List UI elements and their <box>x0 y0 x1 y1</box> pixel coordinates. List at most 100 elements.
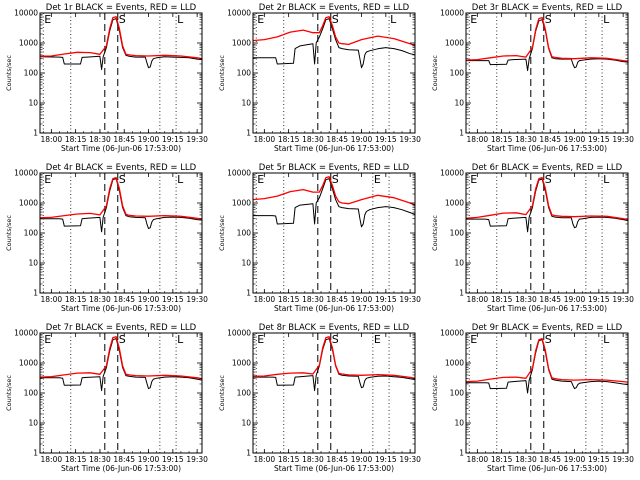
y-tick-label: 10 <box>454 419 464 428</box>
x-tick-label: 19:30 <box>186 295 208 304</box>
x-tick-label: 19:15 <box>588 295 610 304</box>
y-tick-label: 10 <box>241 259 251 268</box>
x-tick-label: 18:15 <box>65 455 87 464</box>
x-tick-label: 18:00 <box>41 455 63 464</box>
y-tick-label: 10 <box>454 259 464 268</box>
series-line-lld <box>465 16 629 62</box>
series-line-events <box>253 338 416 392</box>
x-tick-label: 18:00 <box>41 135 63 144</box>
x-tick-label: 19:00 <box>351 455 373 464</box>
x-tick-label: 18:00 <box>41 295 63 304</box>
x-tick-label: 19:30 <box>612 295 634 304</box>
event-marker-label: E <box>374 173 381 186</box>
x-tick-label: 18:00 <box>254 295 276 304</box>
y-tick-label: 10000 <box>440 329 464 338</box>
x-tick-label: 18:00 <box>467 295 489 304</box>
panel-title: Det 4r BLACK = Events, RED = LLD <box>46 163 197 173</box>
event-marker-label: S <box>332 13 339 26</box>
x-tick-label: 19:00 <box>138 295 160 304</box>
event-marker-label: E <box>44 333 51 346</box>
y-tick-label: 100 <box>450 229 465 238</box>
y-tick-label: 1000 <box>19 359 38 368</box>
series-line-lld <box>252 336 416 379</box>
y-axis-label: Counts/sec <box>431 375 439 411</box>
x-tick-label: 18:00 <box>467 135 489 144</box>
plot-frame <box>39 172 203 294</box>
x-tick-label: 19:30 <box>612 455 634 464</box>
x-tick-label: 19:15 <box>375 135 397 144</box>
y-axis-label: Counts/sec <box>431 55 439 91</box>
x-tick-label: 18:15 <box>491 455 513 464</box>
event-marker-label: E <box>257 333 264 346</box>
y-axis-label: Counts/sec <box>5 55 13 91</box>
x-tick-label: 18:15 <box>491 135 513 144</box>
y-tick-label: 1 <box>459 449 464 458</box>
event-marker-label: E <box>470 333 477 346</box>
x-tick-label: 19:15 <box>162 135 184 144</box>
event-marker-label: L <box>390 13 397 26</box>
panel-title: Det 6r BLACK = Events, RED = LLD <box>472 163 623 173</box>
event-marker-label: S <box>119 333 126 346</box>
event-marker-label: S <box>119 13 126 26</box>
event-marker-label: L <box>177 333 184 346</box>
y-tick-label: 1000 <box>232 199 251 208</box>
x-tick-label: 18:00 <box>254 135 276 144</box>
x-tick-label: 19:00 <box>351 295 373 304</box>
y-tick-label: 100 <box>237 229 252 238</box>
y-tick-label: 1 <box>246 129 251 138</box>
series-line-events <box>466 19 629 72</box>
plot-frame <box>465 12 629 134</box>
series-line-lld <box>252 176 416 206</box>
y-tick-label: 10000 <box>14 169 38 178</box>
y-tick-label: 1000 <box>19 199 38 208</box>
y-tick-label: 10 <box>28 419 38 428</box>
event-marker-label: S <box>332 333 339 346</box>
panel-title: Det 3r BLACK = Events, RED = LLD <box>472 3 623 13</box>
x-tick-label: 18:00 <box>254 455 276 464</box>
series-line-events <box>466 339 629 394</box>
x-tick-label: 19:15 <box>375 295 397 304</box>
panel-title: Det 2r BLACK = Events, RED = LLD <box>259 3 410 13</box>
x-axis-label: Start Time (06-Jun-06 17:53:00) <box>274 144 394 153</box>
y-axis-label: Counts/sec <box>218 375 226 411</box>
event-marker-label: S <box>119 173 126 186</box>
y-tick-label: 10 <box>454 99 464 108</box>
x-tick-label: 18:15 <box>491 295 513 304</box>
y-tick-label: 10000 <box>227 9 251 18</box>
x-tick-label: 19:00 <box>138 455 160 464</box>
y-tick-label: 10000 <box>227 329 251 338</box>
event-marker-label: L <box>603 333 610 346</box>
y-axis-label: Counts/sec <box>218 55 226 91</box>
x-tick-label: 18:45 <box>113 135 135 144</box>
event-marker-label: E <box>44 13 51 26</box>
y-tick-label: 100 <box>24 389 39 398</box>
y-tick-label: 10 <box>241 419 251 428</box>
x-tick-label: 18:30 <box>515 295 537 304</box>
event-marker-label: E <box>44 173 51 186</box>
x-axis-label: Start Time (06-Jun-06 17:53:00) <box>274 464 394 473</box>
series-line-lld <box>465 337 629 383</box>
y-tick-label: 1000 <box>445 359 464 368</box>
x-tick-label: 18:30 <box>89 135 111 144</box>
panel-title: Det 7r BLACK = Events, RED = LLD <box>46 323 197 333</box>
y-tick-label: 1 <box>246 449 251 458</box>
y-tick-label: 100 <box>237 389 252 398</box>
y-tick-label: 10000 <box>227 169 251 178</box>
y-tick-label: 10 <box>241 99 251 108</box>
plot-frame <box>465 172 629 294</box>
x-tick-label: 18:30 <box>302 295 324 304</box>
event-marker-label: S <box>545 333 552 346</box>
y-tick-label: 1000 <box>19 39 38 48</box>
x-tick-label: 18:45 <box>326 295 348 304</box>
x-tick-label: 19:15 <box>588 455 610 464</box>
series-line-lld <box>39 336 203 380</box>
x-tick-label: 19:00 <box>138 135 160 144</box>
series-line-lld <box>465 176 629 221</box>
x-tick-label: 18:30 <box>89 295 111 304</box>
